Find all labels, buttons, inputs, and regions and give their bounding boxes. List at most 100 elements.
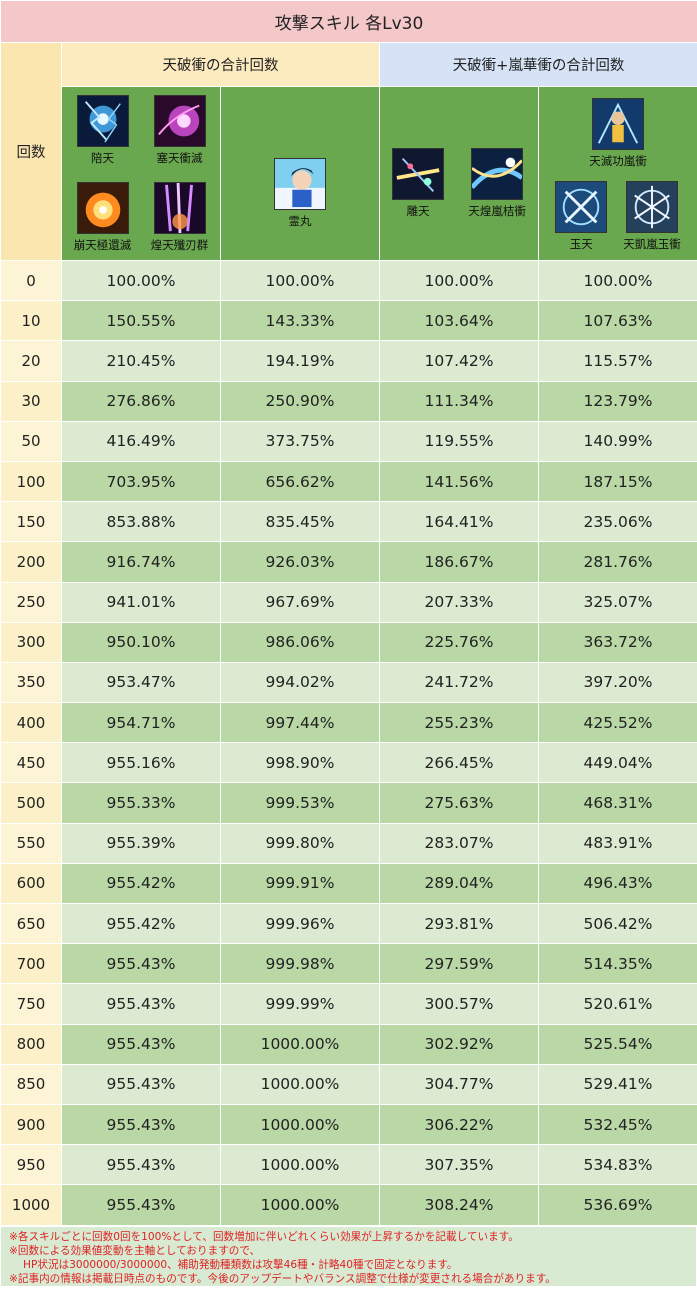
table-body: 0 100.00% 100.00% 100.00% 100.00% 10 150.55% 14… xyxy=(0,259,697,1226)
count-cell: 30 xyxy=(0,380,62,422)
count-cell: 800 xyxy=(0,1023,62,1065)
skill-crossed-swords-icon xyxy=(555,180,608,233)
table-row: 150 853.88% 835.45% 164.41% 235.06% xyxy=(0,501,697,543)
skill-character-portrait-icon xyxy=(274,158,326,210)
value-cell: 835.45% xyxy=(220,501,380,543)
count-column-header: 回数 xyxy=(0,42,62,261)
value-cell: 941.01% xyxy=(61,581,221,623)
value-cell: 1000.00% xyxy=(220,1144,380,1186)
value-cell: 275.63% xyxy=(379,782,539,824)
value-cell: 297.59% xyxy=(379,943,539,985)
skill-label: 煌天殲刃群 xyxy=(150,237,209,252)
value-cell: 468.31% xyxy=(537,782,697,824)
value-cell: 703.95% xyxy=(61,460,221,503)
value-cell: 955.43% xyxy=(61,1184,221,1226)
skill-s4: 煌天殲刃群 xyxy=(150,181,209,253)
skill-s7: 天煌嵐桔衝 xyxy=(468,148,526,219)
value-cell: 300.57% xyxy=(379,983,539,1025)
count-cell: 0 xyxy=(0,259,62,302)
count-cell: 350 xyxy=(0,661,62,704)
group-header-tenpa-ranka: 天破衝+嵐華衝の合計回数 xyxy=(378,42,697,87)
table-row: 700 955.43% 999.98% 297.59% 514.35% xyxy=(0,943,697,985)
table-row: 550 955.39% 999.80% 283.07% 483.91% xyxy=(0,822,697,864)
value-cell: 955.42% xyxy=(61,862,221,905)
value-cell: 955.33% xyxy=(61,782,221,824)
value-cell: 115.57% xyxy=(537,340,697,382)
value-cell: 425.52% xyxy=(537,702,697,744)
table-row: 500 955.33% 999.53% 275.63% 468.31% xyxy=(0,782,697,824)
value-cell: 164.41% xyxy=(379,501,539,543)
value-cell: 306.22% xyxy=(379,1103,539,1146)
count-cell: 400 xyxy=(0,702,62,744)
skill-warrior-icon xyxy=(592,97,645,150)
value-cell: 483.91% xyxy=(537,822,697,864)
value-cell: 100.00% xyxy=(379,259,539,302)
count-cell: 50 xyxy=(0,420,62,462)
skill-cell-group-1: 陪天 塞天衝滅 xyxy=(61,86,221,261)
value-cell: 194.19% xyxy=(220,340,380,382)
count-cell: 150 xyxy=(0,501,62,543)
skill-cell-group-2: 霊丸 xyxy=(220,86,380,261)
value-cell: 955.42% xyxy=(61,902,221,945)
note-line: ※記事内の情報は掲載日時点のものです。今後のアップデートやバランス調整で仕様が変… xyxy=(9,1272,556,1285)
value-cell: 100.00% xyxy=(537,259,697,302)
skill-s9: 玉天 xyxy=(555,180,608,252)
table-row: 650 955.42% 999.96% 293.81% 506.42% xyxy=(0,902,697,945)
value-cell: 107.63% xyxy=(537,300,697,342)
skill-label: 天滅功嵐衝 xyxy=(589,153,647,168)
note-line: ※回数による効果値変動を主軸としておりますので、 xyxy=(9,1244,261,1257)
value-cell: 416.49% xyxy=(61,420,221,462)
skill-label: 天煌嵐桔衝 xyxy=(468,204,526,218)
value-cell: 103.64% xyxy=(379,300,539,342)
skill-s1: 陪天 xyxy=(76,94,129,166)
value-cell: 1000.00% xyxy=(220,1103,380,1146)
count-cell: 700 xyxy=(0,943,62,985)
table-row: 300 950.10% 986.06% 225.76% 363.72% xyxy=(0,621,697,663)
value-cell: 187.15% xyxy=(537,460,697,503)
count-cell: 950 xyxy=(0,1144,62,1186)
note-line: ※各スキルごとに回数0回を100%として、回数増加に伴いどれくらい効果が上昇する… xyxy=(9,1230,519,1243)
skill-label: 天凱嵐玉衝 xyxy=(623,236,681,251)
value-cell: 916.74% xyxy=(61,541,221,583)
value-cell: 994.02% xyxy=(220,661,380,704)
skill-cell-group-3: 雕天 天煌嵐桔衝 xyxy=(379,86,539,261)
value-cell: 123.79% xyxy=(537,380,697,422)
skill-sword-circle-icon xyxy=(626,180,679,233)
value-cell: 955.16% xyxy=(61,742,221,784)
table-row: 850 955.43% 1000.00% 304.77% 529.41% xyxy=(0,1063,697,1105)
value-cell: 1000.00% xyxy=(220,1184,380,1226)
value-cell: 397.20% xyxy=(537,661,697,704)
count-cell: 250 xyxy=(0,581,62,623)
count-cell: 550 xyxy=(0,822,62,864)
value-cell: 1000.00% xyxy=(220,1023,380,1065)
count-cell: 850 xyxy=(0,1063,62,1105)
value-cell: 496.43% xyxy=(537,862,697,905)
value-cell: 997.44% xyxy=(220,702,380,744)
skill-blue-lightning-icon xyxy=(76,94,129,147)
value-cell: 506.42% xyxy=(537,902,697,945)
skill-cell-group-4: 天滅功嵐衝 玉天 xyxy=(537,86,697,261)
value-cell: 520.61% xyxy=(537,983,697,1025)
value-cell: 307.35% xyxy=(379,1144,539,1186)
skill-label: 陪天 xyxy=(91,150,114,165)
value-cell: 967.69% xyxy=(220,581,380,623)
value-cell: 955.43% xyxy=(61,1063,221,1105)
value-cell: 950.10% xyxy=(61,621,221,663)
skill-effect-table: 攻撃スキル 各Lv30 回数 天破衝の合計回数 天破衝+嵐華衝の合計回数 xyxy=(0,0,697,1226)
table-row: 100 703.95% 656.62% 141.56% 187.15% xyxy=(0,460,697,503)
value-cell: 536.69% xyxy=(537,1184,697,1226)
value-cell: 119.55% xyxy=(379,420,539,462)
skill-purple-blades-icon xyxy=(153,181,206,234)
count-cell: 650 xyxy=(0,902,62,945)
skill-s10: 天凱嵐玉衝 xyxy=(623,180,681,252)
value-cell: 250.90% xyxy=(220,380,380,422)
value-cell: 525.54% xyxy=(537,1023,697,1065)
skill-s8: 天滅功嵐衝 xyxy=(589,97,647,169)
skill-s2: 塞天衝滅 xyxy=(153,94,206,166)
value-cell: 100.00% xyxy=(61,259,221,302)
value-cell: 514.35% xyxy=(537,943,697,985)
value-cell: 999.91% xyxy=(220,862,380,905)
value-cell: 373.75% xyxy=(220,420,380,462)
value-cell: 289.04% xyxy=(379,862,539,905)
count-cell: 200 xyxy=(0,541,62,583)
